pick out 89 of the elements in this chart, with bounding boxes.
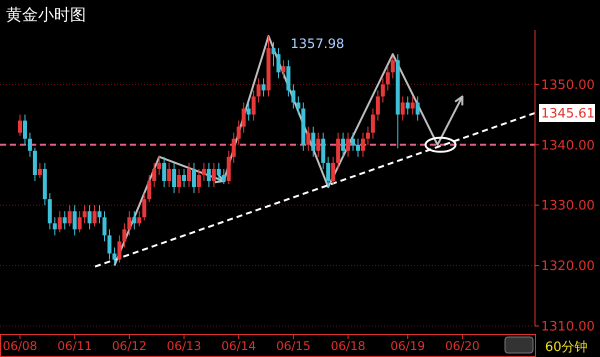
candlestick [162, 156, 166, 188]
candlestick [122, 222, 126, 248]
candlestick [68, 204, 72, 227]
y-tick-label: 1320.00 [541, 259, 595, 274]
candlestick [88, 204, 92, 230]
candlestick [246, 102, 251, 122]
candlestick [341, 132, 346, 158]
candlestick [376, 90, 380, 122]
x-tick-label: 06/14 [221, 339, 256, 353]
candlestick [291, 84, 296, 110]
x-tick-label: 06/08 [2, 339, 38, 353]
candlestick [172, 162, 176, 194]
candlestick [370, 108, 375, 140]
candlestick [232, 132, 236, 164]
candlestick [142, 192, 146, 221]
candlestick [346, 132, 350, 158]
candlestick [356, 138, 360, 158]
candlestick [187, 162, 191, 188]
candlestick [326, 156, 330, 188]
candlestick [360, 132, 365, 158]
candlestick [98, 204, 102, 224]
candlestick [177, 168, 182, 194]
candlestick [52, 216, 57, 236]
candlestick [252, 90, 256, 122]
candlestick [216, 162, 221, 182]
candlestick [132, 210, 136, 230]
candlestick [127, 210, 132, 236]
x-tick-label: 06/20 [445, 339, 480, 353]
candlestick [102, 210, 106, 242]
candlestick [38, 162, 42, 178]
candlestick [281, 60, 286, 79]
candlestick [22, 114, 27, 146]
candlestick [28, 132, 32, 158]
candlestick [272, 42, 276, 67]
text: 60分钟 [545, 340, 588, 355]
candlestick [167, 162, 172, 188]
candlestick [107, 228, 112, 260]
candlestick [137, 210, 142, 227]
candlestick [157, 155, 162, 176]
candlestick [152, 162, 156, 188]
candlestick [242, 102, 246, 134]
x-tick-label: 06/19 [390, 339, 426, 353]
candlestick [262, 78, 266, 97]
candlestick [276, 48, 280, 79]
annotation: 1357.98 [290, 37, 344, 52]
x-tick-label: 06/15 [276, 339, 311, 353]
candlestick [256, 78, 261, 103]
candlestick [182, 168, 186, 188]
candlestick [196, 168, 201, 194]
candlestick [206, 162, 211, 188]
candlestick [222, 168, 226, 185]
candlestick [331, 156, 336, 185]
candlestick [406, 96, 410, 116]
candlestick [416, 96, 420, 122]
candlestick [58, 210, 62, 233]
candlestick [202, 162, 206, 182]
candlestick [82, 204, 87, 224]
candlestick [147, 174, 152, 203]
candlestick [112, 246, 116, 265]
candlestick [192, 162, 196, 194]
y-tick-label: 1310.00 [541, 320, 595, 335]
candlestick [62, 210, 67, 230]
candlestick [386, 66, 390, 91]
candlestick [117, 234, 122, 264]
candlestick [380, 78, 385, 103]
candlestick [212, 162, 216, 188]
candlestick [306, 126, 310, 152]
text: 1345.61 [541, 106, 595, 122]
x-tick-label: 06/11 [57, 339, 92, 353]
candlestick [366, 126, 370, 146]
x-tick-label: 06/12 [112, 339, 147, 353]
candlestick [72, 204, 77, 236]
candlestick [236, 120, 241, 146]
x-tick-label: 06/18 [330, 339, 366, 353]
candlestick [18, 114, 22, 136]
y-tick-label: 1340.00 [541, 138, 595, 154]
candlestick [92, 204, 97, 227]
candlestick [400, 96, 405, 122]
candlestick [316, 132, 320, 158]
candlestick [390, 56, 395, 79]
y-tick-label: 1350.00 [541, 78, 595, 93]
candlestick [351, 132, 356, 152]
y-tick-label: 1330.00 [541, 198, 595, 214]
candlestick [311, 126, 316, 158]
candlestick [296, 96, 300, 116]
x-tick-label: 06/13 [166, 339, 202, 353]
candlestick [410, 96, 415, 116]
candlestick [78, 210, 82, 233]
chart-title: 黄金小时图 [6, 5, 86, 24]
